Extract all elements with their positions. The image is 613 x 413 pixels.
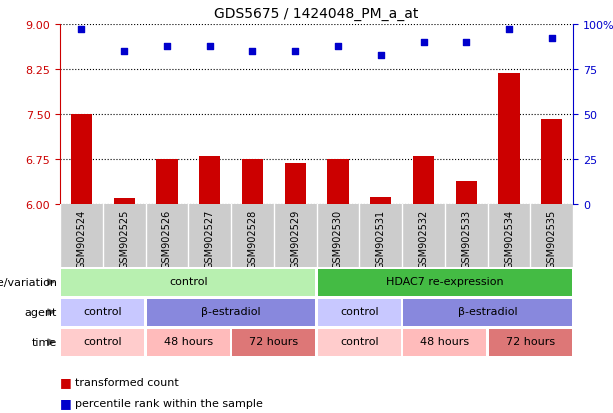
Point [419,40,428,46]
Text: control: control [340,307,379,317]
Point [547,36,557,43]
Point [248,49,257,55]
Text: control: control [340,337,379,347]
Text: control: control [169,277,208,287]
Text: GSM902526: GSM902526 [162,209,172,268]
Bar [113,199,135,204]
Bar [199,157,221,204]
Text: ■: ■ [60,396,72,409]
Text: control: control [83,337,122,347]
Text: GSM902532: GSM902532 [419,209,428,268]
Text: 48 hours: 48 hours [164,337,213,347]
Point [376,52,386,59]
Bar [147,329,230,356]
Bar [455,182,477,204]
Text: β-estradiol: β-estradiol [458,307,517,317]
Bar [318,329,401,356]
Point [77,27,86,33]
Bar [370,197,392,204]
Text: time: time [32,337,57,347]
Point [120,49,129,55]
Point [291,49,300,55]
Bar [489,329,572,356]
Bar [327,159,349,204]
Text: HDAC7 re-expression: HDAC7 re-expression [386,277,504,287]
Text: GSM902535: GSM902535 [547,209,557,268]
Bar [156,159,178,204]
Bar [318,269,572,296]
Text: transformed count: transformed count [75,377,179,387]
Text: agent: agent [25,307,57,317]
Bar [61,329,144,356]
Text: 48 hours: 48 hours [421,337,470,347]
Bar [61,299,144,326]
Bar [284,164,306,204]
Bar [70,115,92,204]
Text: percentile rank within the sample: percentile rank within the sample [75,398,263,408]
Point [504,27,514,33]
Text: GSM902534: GSM902534 [504,209,514,268]
Title: GDS5675 / 1424048_PM_a_at: GDS5675 / 1424048_PM_a_at [215,7,419,21]
Text: GSM902524: GSM902524 [77,209,86,268]
Point [205,43,215,50]
Text: GSM902533: GSM902533 [461,209,471,268]
Text: GSM902531: GSM902531 [376,209,386,268]
Text: ■: ■ [60,375,72,388]
Text: GSM902528: GSM902528 [248,209,257,268]
Text: β-estradiol: β-estradiol [201,307,261,317]
Bar [413,157,434,204]
Text: GSM902525: GSM902525 [119,209,129,269]
Text: GSM902527: GSM902527 [205,209,215,269]
Bar [147,299,315,326]
Text: genotype/variation: genotype/variation [0,277,57,287]
Bar [403,299,572,326]
Bar [541,119,563,204]
Point [462,40,471,46]
Bar [232,329,315,356]
Text: GSM902529: GSM902529 [290,209,300,268]
Text: GSM902530: GSM902530 [333,209,343,268]
Bar [61,269,315,296]
Point [333,43,343,50]
Bar [318,299,401,326]
Bar [242,159,263,204]
Text: 72 hours: 72 hours [249,337,299,347]
Bar [498,74,520,204]
Text: control: control [83,307,122,317]
Point [162,43,172,50]
Bar [403,329,486,356]
Text: 72 hours: 72 hours [506,337,555,347]
